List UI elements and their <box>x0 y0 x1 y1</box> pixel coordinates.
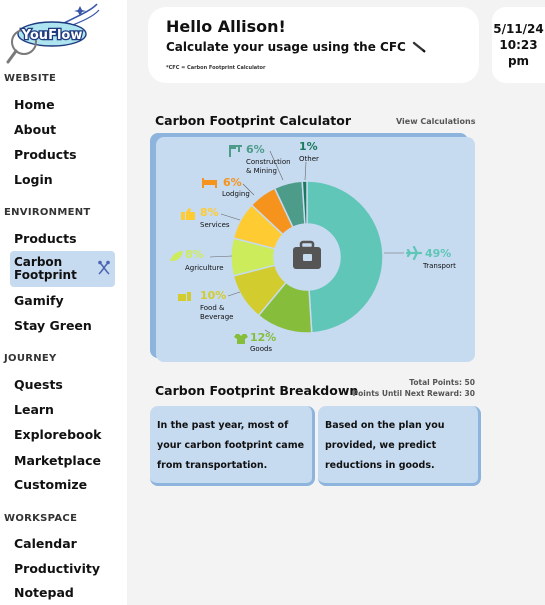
leader-agriculture <box>209 255 233 258</box>
breakdown-card-goods: Based on the plan you provided, we predi… <box>318 406 481 486</box>
time-text: 10:23 <box>499 38 538 52</box>
leader-construction-mining <box>269 150 284 181</box>
nav-customize[interactable]: Customize <box>14 477 88 492</box>
view-calculations-link[interactable]: View Calculations <box>396 117 476 126</box>
name-label-transport: Transport <box>422 262 456 270</box>
section-journey: JOURNEY <box>4 353 57 364</box>
section-website: WEBSITE <box>4 73 57 84</box>
name-label-other: Other <box>299 155 319 163</box>
leader-other <box>304 161 307 181</box>
nav-login[interactable]: Login <box>14 172 53 187</box>
nav-carbon-footprint-label: Carbon Footprint <box>14 255 77 282</box>
points-summary: Total Points: 50 Points Until Next Rewar… <box>353 377 475 399</box>
plane-icon <box>405 245 423 261</box>
total-points: Total Points: 50 <box>409 378 475 387</box>
leader-services <box>220 213 241 221</box>
nav-carbon-footprint[interactable]: Carbon Footprint <box>10 251 115 287</box>
name-label-goods: Goods <box>250 345 272 353</box>
name-label-agriculture: Agriculture <box>185 264 224 272</box>
greeting-subtitle: Calculate your usage using the CFC <box>166 40 426 54</box>
nav-home[interactable]: Home <box>14 97 55 112</box>
slice-transport <box>306 180 384 334</box>
greeting-title: Hello Allison! <box>166 17 286 36</box>
nav-gamify[interactable]: Gamify <box>14 293 64 308</box>
datetime-card: 5/11/24 10:23 pm <box>492 7 545 83</box>
footprint-icon <box>97 260 111 276</box>
calculator-title: Carbon Footprint Calculator <box>155 113 352 128</box>
nav-productivity[interactable]: Productivity <box>14 561 100 576</box>
pct-label-transport: 49% <box>425 247 451 260</box>
nav-products-website[interactable]: Products <box>14 147 77 162</box>
greeting-card: Hello Allison! Calculate your usage usin… <box>148 7 479 83</box>
food-icon <box>178 292 191 301</box>
leaf-icon <box>170 251 183 261</box>
breakdown-card-text: In the past year, most of your carbon fo… <box>157 420 305 471</box>
leader-goods <box>264 329 271 334</box>
youflow-logo[interactable]: YouFlow <box>4 2 100 68</box>
name-label-lodging: Lodging <box>222 190 250 198</box>
date-text: 5/11/24 <box>493 22 544 36</box>
breakdown-card-transport: In the past year, most of your carbon fo… <box>150 406 315 486</box>
pct-label-goods: 12% <box>250 331 276 344</box>
briefcase-icon <box>293 240 321 269</box>
pct-label-lodging: 6% <box>223 176 242 189</box>
pct-label-agriculture: 8% <box>185 248 204 261</box>
name-label-services: Services <box>200 221 230 229</box>
sidebar: YouFlow WEBSITE Home About Products Logi… <box>0 0 127 605</box>
cfc-footnote: *CFC = Carbon Footprint Calculator <box>166 65 266 71</box>
points-until-reward: Points Until Next Reward: 30 <box>352 389 475 398</box>
crane-icon <box>229 145 242 157</box>
slice-other <box>301 180 308 225</box>
pct-label-other: 1% <box>299 140 318 153</box>
breakdown-card-text: Based on the plan you provided, we predi… <box>325 420 445 471</box>
pencil-icon <box>410 40 426 54</box>
breakdown-title: Carbon Footprint Breakdown <box>155 383 359 398</box>
pct-label-construction-mining: 6% <box>246 143 265 156</box>
leader-food-beverage <box>227 291 241 297</box>
pct-label-services: 8% <box>200 206 219 219</box>
nav-learn[interactable]: Learn <box>14 402 54 417</box>
thumbs-up-icon <box>181 208 195 220</box>
bed-icon <box>202 178 217 188</box>
ampm-text: pm <box>507 54 530 68</box>
section-workspace: WORKSPACE <box>4 513 78 524</box>
name-label-construction-mining: Construction & Mining <box>246 158 291 175</box>
logo-text: YouFlow <box>21 28 83 43</box>
nav-stay-green[interactable]: Stay Green <box>14 318 92 333</box>
leader-lodging <box>242 183 255 196</box>
nav-about[interactable]: About <box>14 122 57 137</box>
nav-marketplace[interactable]: Marketplace <box>14 453 102 468</box>
nav-products-environment[interactable]: Products <box>14 231 77 246</box>
pct-label-food-beverage: 10% <box>200 289 226 302</box>
nav-explorebook[interactable]: Explorebook <box>14 427 102 442</box>
shirt-icon <box>234 334 248 344</box>
nav-calendar[interactable]: Calendar <box>14 536 77 551</box>
nav-quests[interactable]: Quests <box>14 377 63 392</box>
name-label-food-beverage: Food & Beverage <box>200 304 233 321</box>
section-environment: ENVIRONMENT <box>4 207 91 218</box>
nav-notepad[interactable]: Notepad <box>14 585 74 600</box>
